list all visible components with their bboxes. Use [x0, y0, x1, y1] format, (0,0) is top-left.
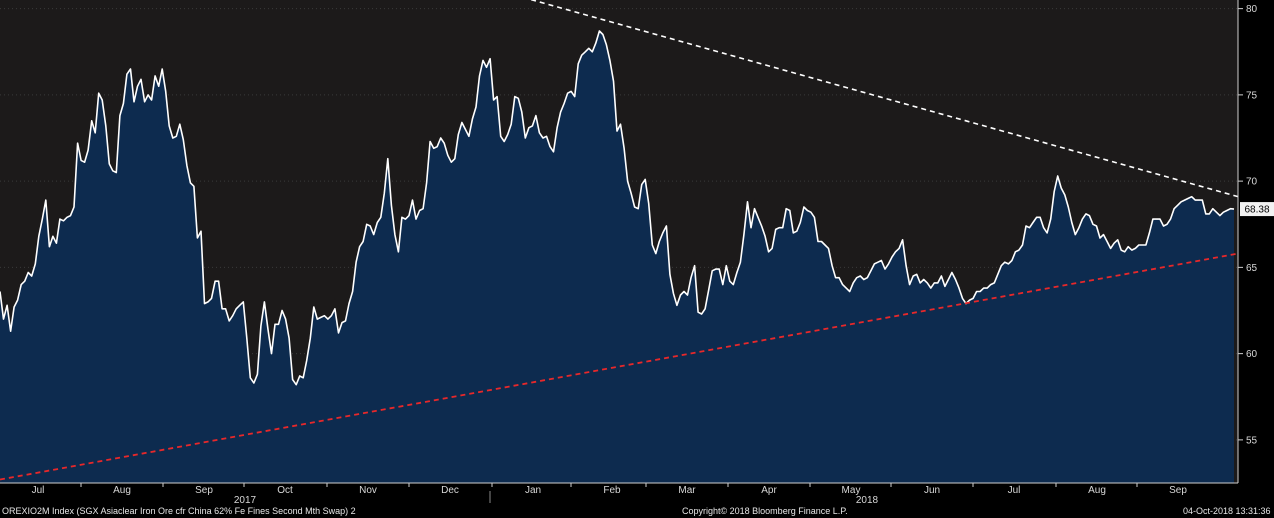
y-tick-label: 80 — [1246, 4, 1258, 15]
x-tick-label: Sep — [1169, 485, 1187, 496]
x-tick-label: Apr — [761, 485, 777, 496]
series-area — [0, 31, 1234, 483]
x-tick-label: Mar — [678, 485, 696, 496]
copyright-text: Copyright© 2018 Bloomberg Finance L.P. — [682, 506, 848, 516]
y-tick-label: 65 — [1246, 263, 1258, 274]
x-tick-label: Sep — [195, 485, 213, 496]
x-tick-label: Jul — [32, 485, 45, 496]
last-value-label: 68.38 — [1244, 205, 1269, 216]
footer: OREXIO2M Index (SGX Asiaclear Iron Ore c… — [0, 505, 1274, 518]
x-tick-label: May — [842, 485, 861, 496]
year-label: 2017 — [234, 495, 257, 506]
x-tick-label: Feb — [603, 485, 621, 496]
x-tick-label: Oct — [277, 485, 293, 496]
x-tick-label: Aug — [1088, 485, 1106, 496]
y-tick-label: 55 — [1246, 435, 1258, 446]
x-tick-label: Nov — [359, 485, 377, 496]
x-tick-label: Dec — [441, 485, 459, 496]
y-tick-label: 70 — [1246, 177, 1258, 188]
index-title: OREXIO2M Index (SGX Asiaclear Iron Ore c… — [2, 506, 356, 516]
timestamp: 04-Oct-2018 13:31:36 — [1183, 506, 1271, 516]
year-label: 2018 — [856, 495, 879, 506]
last-value-badge — [1240, 202, 1274, 217]
lower-trend-line — [0, 252, 1239, 481]
x-tick-label: Jan — [525, 485, 541, 496]
series-line — [0, 30, 1235, 386]
y-tick-label: 75 — [1246, 90, 1258, 101]
x-tick-label: Aug — [113, 485, 131, 496]
y-tick-label: 60 — [1246, 349, 1258, 360]
x-tick-label: Jul — [1008, 485, 1021, 496]
x-tick-label: Jun — [924, 485, 940, 496]
